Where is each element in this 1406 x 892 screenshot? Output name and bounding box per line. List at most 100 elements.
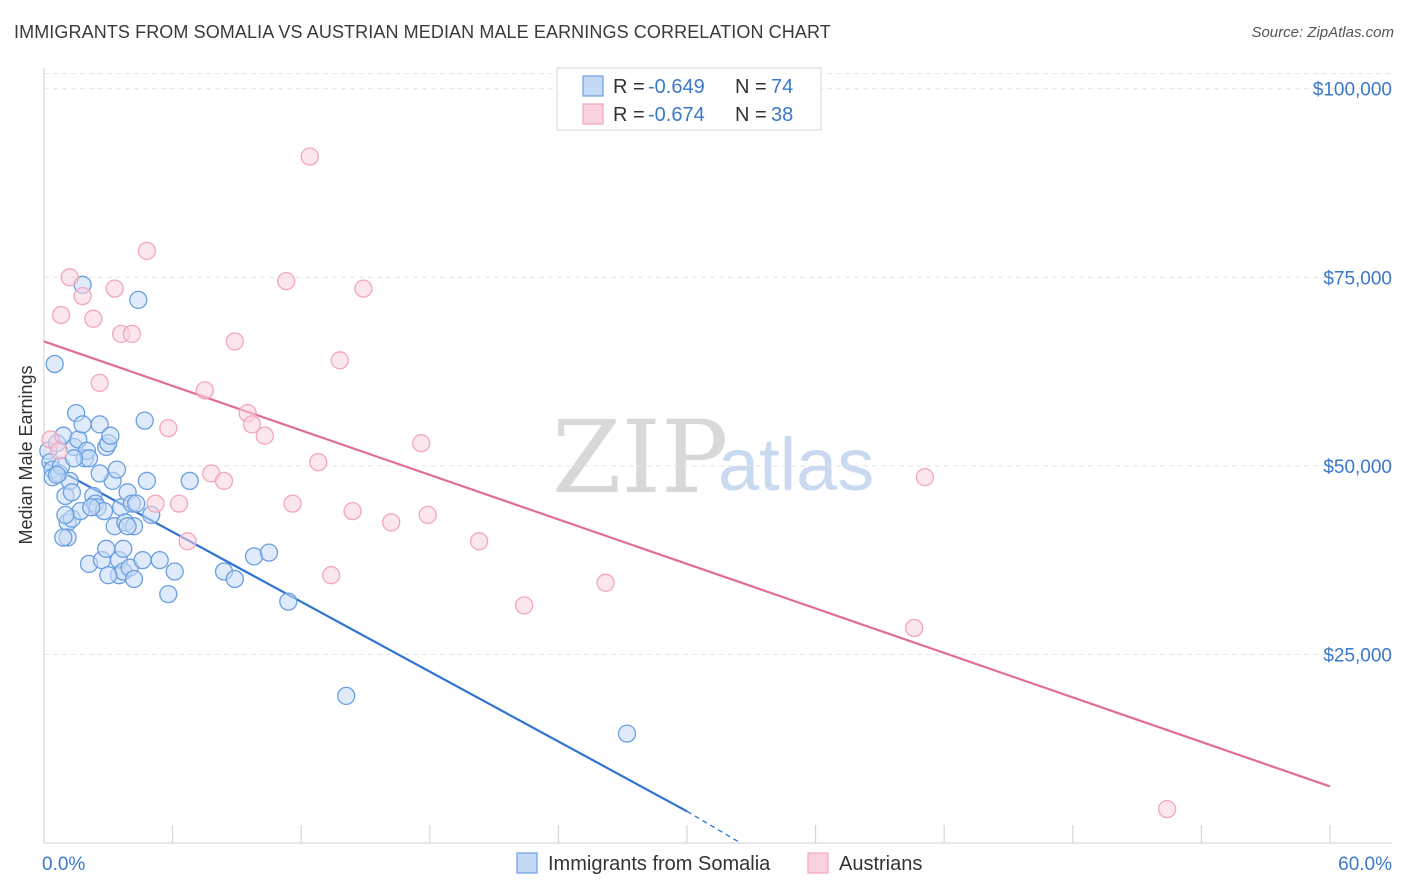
- point-somalia-37: [107, 460, 127, 479]
- legend-swatch-somalia: [582, 75, 604, 97]
- point-austrians-12: [159, 418, 178, 438]
- point-somalia-58: [180, 471, 199, 491]
- legend-n-label-somalia: N =: [735, 76, 767, 98]
- data-points: [39, 147, 1177, 819]
- point-austrians-9: [122, 324, 142, 344]
- point-somalia-72: [54, 528, 73, 547]
- y-tick-label-2: $75,000: [1323, 268, 1392, 289]
- point-austrians-22: [277, 271, 296, 291]
- point-austrians-10: [137, 241, 157, 261]
- point-austrians-24: [300, 147, 319, 166]
- point-somalia-67: [56, 505, 75, 525]
- legend-n-label-austrians: N =: [735, 104, 767, 126]
- chart-source: Source: ZipAtlas.com: [1251, 24, 1394, 41]
- point-austrians-32: [418, 505, 437, 525]
- point-austrians-23: [283, 494, 302, 513]
- point-somalia-62: [259, 543, 279, 562]
- point-somalia-20: [73, 415, 92, 434]
- bottom-legend-label-austrians: Austrians: [839, 853, 922, 875]
- point-somalia-51: [133, 550, 152, 570]
- point-somalia-65: [617, 724, 637, 743]
- point-austrians-13: [169, 494, 189, 513]
- point-austrians-5: [84, 309, 103, 328]
- point-somalia-70: [64, 449, 84, 468]
- point-austrians-30: [382, 513, 401, 532]
- legend-r-label-austrians: R =: [613, 104, 645, 126]
- trend-line-austrians: [43, 340, 1331, 788]
- point-austrians-28: [343, 501, 362, 521]
- bottom-legend-label-somalia: Immigrants from Somalia: [548, 853, 771, 875]
- point-austrians-25: [309, 452, 328, 472]
- point-somalia-73: [118, 517, 137, 536]
- watermark-atlas: atlas: [718, 423, 874, 506]
- chart-title: IMMIGRANTS FROM SOMALIA VS AUSTRIAN MEDI…: [14, 22, 831, 42]
- point-somalia-69: [47, 465, 67, 485]
- legend-n-value-austrians: 38: [771, 104, 793, 126]
- bottom-legend-swatch-somalia: [516, 852, 538, 874]
- point-austrians-15: [195, 381, 214, 400]
- watermark-zip: ZIP: [552, 399, 728, 516]
- point-somalia-49: [127, 494, 146, 513]
- x-tick-labels: 0.0% 60.0%: [42, 854, 1392, 875]
- y-axis-label: Median Male Earnings: [16, 365, 36, 544]
- legend-n-value-somalia: 74: [771, 76, 793, 98]
- point-somalia-61: [244, 547, 264, 566]
- point-austrians-6: [90, 373, 109, 393]
- point-somalia-28: [90, 415, 109, 434]
- series-legend: Immigrants from Somalia Austrians: [516, 852, 922, 875]
- point-somalia-50: [129, 290, 148, 310]
- gridlines: [44, 73, 1392, 655]
- point-somalia-64: [337, 686, 356, 706]
- legend-r-label-somalia: R =: [613, 76, 645, 98]
- point-somalia-41: [114, 539, 133, 558]
- point-somalia-53: [137, 471, 157, 491]
- point-austrians-21: [255, 426, 274, 445]
- point-somalia-71: [90, 464, 109, 483]
- point-austrians-20: [242, 415, 262, 434]
- point-austrians-11: [146, 494, 165, 513]
- point-somalia-56: [159, 584, 178, 604]
- point-austrians-26: [322, 566, 341, 585]
- point-somalia-4: [45, 354, 64, 374]
- point-austrians-17: [214, 471, 234, 491]
- point-somalia-63: [279, 592, 298, 611]
- trend-line-somalia-extension: [686, 810, 741, 844]
- point-somalia-57: [165, 562, 184, 581]
- y-tick-label-1: $50,000: [1323, 457, 1392, 478]
- point-austrians-14: [178, 532, 197, 551]
- point-austrians-4: [73, 286, 92, 306]
- y-tick-label-0: $25,000: [1323, 645, 1392, 666]
- point-somalia-34: [101, 426, 120, 445]
- point-austrians-29: [354, 279, 373, 298]
- point-somalia-60: [225, 569, 244, 589]
- legend-swatch-austrians: [582, 103, 604, 125]
- point-austrians-3: [60, 268, 79, 287]
- point-austrians-33: [469, 532, 489, 551]
- point-austrians-35: [596, 573, 615, 592]
- x-tick-label-0: 0.0%: [42, 854, 85, 875]
- point-somalia-13: [62, 483, 82, 502]
- stats-legend: R = -0.649 N = 74 R = -0.674 N = 38: [556, 67, 822, 131]
- point-austrians-34: [514, 596, 534, 615]
- point-somalia-52: [135, 411, 154, 430]
- point-austrians-1: [49, 441, 69, 460]
- point-austrians-38: [1157, 799, 1177, 819]
- point-austrians-7: [105, 279, 124, 298]
- point-austrians-37: [915, 468, 935, 487]
- point-somalia-55: [150, 550, 169, 570]
- legend-r-value-somalia: -0.649: [648, 76, 705, 98]
- y-tick-label-3: $100,000: [1313, 80, 1392, 101]
- bottom-legend-swatch-austrians: [807, 852, 829, 874]
- point-austrians-2: [51, 305, 71, 325]
- point-austrians-18: [225, 332, 244, 351]
- point-somalia-68: [99, 566, 118, 585]
- point-austrians-31: [412, 434, 431, 453]
- x-tick-label-1: 60.0%: [1338, 854, 1392, 875]
- point-austrians-27: [330, 351, 349, 370]
- legend-r-value-austrians: -0.674: [648, 104, 705, 126]
- y-tick-labels: $25,000 $50,000 $75,000 $100,000: [1313, 80, 1392, 667]
- point-somalia-66: [82, 498, 101, 517]
- point-austrians-36: [905, 618, 924, 638]
- point-somalia-47: [124, 569, 144, 589]
